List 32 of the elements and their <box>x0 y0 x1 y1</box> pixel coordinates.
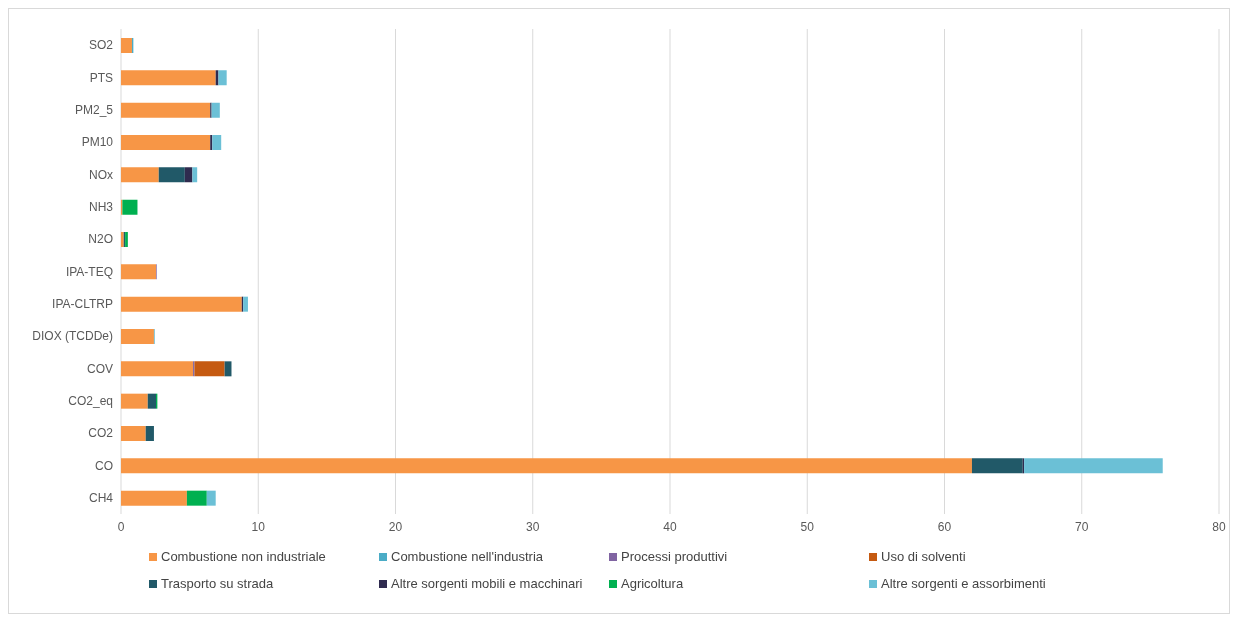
y-tick-label: DIOX (TCDDe) <box>32 329 113 344</box>
x-tick-label: 20 <box>388 519 403 534</box>
legend-label: Processi produttivi <box>621 549 728 564</box>
y-tick-label: CH4 <box>88 491 114 506</box>
y-tick-label: CO2 <box>88 426 114 441</box>
x-tick-label: 50 <box>800 519 815 534</box>
y-tick-label: N2O <box>88 232 113 247</box>
x-tick-label: 10 <box>251 519 266 534</box>
x-tick-label: 80 <box>1212 519 1226 534</box>
y-tick-label: PTS <box>89 70 113 85</box>
y-tick-label: IPA-TEQ <box>65 264 113 279</box>
y-tick-label: IPA-CLTRP <box>52 297 113 312</box>
y-tick-label: CO <box>95 458 113 473</box>
legend-label: Trasporto su strada <box>161 576 274 591</box>
legend-label: Agricoltura <box>621 576 684 591</box>
y-tick-label: SO2 <box>88 38 114 53</box>
y-tick-label: COV <box>86 361 113 376</box>
x-tick-label: 30 <box>526 519 540 534</box>
x-tick-label: 0 <box>117 519 125 534</box>
y-tick-label: NH3 <box>88 200 114 215</box>
legend-label: Combustione nell'industria <box>391 549 544 564</box>
y-tick-label: NOx <box>89 167 113 182</box>
legend-label: Uso di solventi <box>881 549 966 564</box>
x-tick-label: 60 <box>937 519 952 534</box>
x-tick-label: 40 <box>663 519 677 534</box>
legend-label: Altre sorgenti mobili e macchinari <box>391 576 583 591</box>
y-tick-label: PM2_5 <box>74 103 114 118</box>
legend-label: Combustione non industriale <box>161 549 326 564</box>
legend-label: Altre sorgenti e assorbimenti <box>881 576 1046 591</box>
x-tick-label: 70 <box>1075 519 1089 534</box>
y-tick-label: CO2_eq <box>68 394 113 409</box>
y-tick-label: PM10 <box>81 135 114 150</box>
